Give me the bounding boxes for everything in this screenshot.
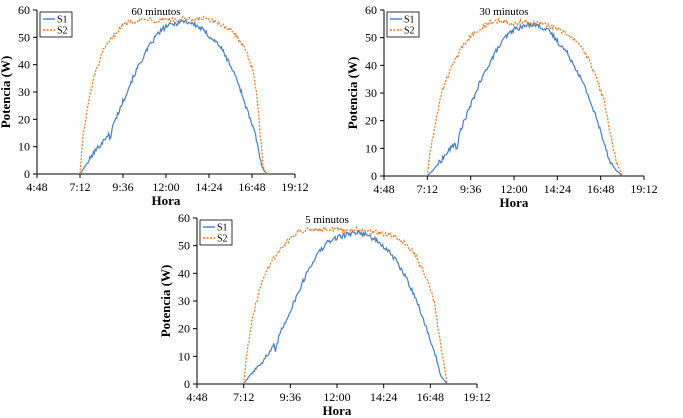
chart-panel-1: 0 10 20 30 40 50 60 4:48 7:12 9:36 12:00 14:24 16:48… <box>0 3 309 208</box>
y-tick-label: 50 <box>365 31 377 45</box>
x-tick-label: 16:48 <box>238 180 265 194</box>
x-tick-label: 16:48 <box>587 182 614 196</box>
y-axis-title: Potencia (W) <box>0 56 13 129</box>
y-tick-label: 10 <box>178 349 190 363</box>
y-axis-title: Potencia (W) <box>158 265 173 338</box>
x-tick-label: 7:12 <box>233 390 254 404</box>
legend-box <box>39 11 73 38</box>
y-tick-label: 30 <box>365 86 377 100</box>
x-tick-label: 9:36 <box>112 180 133 194</box>
y-tick-label: 0 <box>371 169 377 183</box>
x-tick-label: 19:12 <box>281 180 308 194</box>
x-tick-label: 19:12 <box>463 390 490 404</box>
legend-label-s2: S2 <box>217 234 228 245</box>
legend-box <box>386 11 420 38</box>
chart-panel-3: 0 10 20 30 40 50 60 4:48 7:12 9:36 12:00 14:24 16:48… <box>158 211 491 418</box>
x-tick-label: 16:48 <box>417 390 444 404</box>
y-tick-label: 0 <box>184 377 190 391</box>
y-tick-label: 0 <box>24 167 30 181</box>
y-tick-label: 10 <box>18 140 30 154</box>
chart-title: 30 minutos <box>479 6 528 18</box>
x-tick-label: 4:48 <box>26 180 47 194</box>
x-tick-label: 14:24 <box>195 180 222 194</box>
x-tick-label: 7:12 <box>69 180 90 194</box>
x-tick-label: 4:48 <box>186 390 207 404</box>
legend-label-s1: S1 <box>217 223 228 234</box>
series-line-s2 <box>426 17 623 177</box>
y-tick-label: 60 <box>18 3 30 17</box>
chart-title: 5 minutos <box>305 214 349 226</box>
x-tick-label: 4:48 <box>373 182 394 196</box>
legend-box <box>199 219 233 246</box>
series-line-s1 <box>79 19 268 175</box>
x-tick-label: 9:36 <box>280 390 301 404</box>
y-tick-label: 30 <box>18 85 30 99</box>
series-line-s1 <box>243 229 448 385</box>
series-line-s2 <box>243 225 448 385</box>
y-tick-label: 30 <box>178 294 190 308</box>
y-tick-label: 20 <box>18 112 30 126</box>
y-tick-label: 20 <box>178 322 190 336</box>
y-tick-label: 20 <box>365 114 377 128</box>
y-tick-label: 50 <box>178 239 190 253</box>
x-tick-label: 9:36 <box>460 182 481 196</box>
y-tick-label: 60 <box>178 211 190 225</box>
y-tick-label: 40 <box>178 266 190 280</box>
legend-label-s1: S1 <box>57 15 68 26</box>
legend-label-s2: S2 <box>57 26 68 37</box>
chart-title: 60 minutos <box>131 6 180 18</box>
x-axis-title: Hora <box>152 193 181 208</box>
x-axis-title: Hora <box>323 403 352 418</box>
x-tick-label: 12:00 <box>323 390 350 404</box>
y-tick-label: 40 <box>18 58 30 72</box>
series-line-s1 <box>426 20 623 177</box>
y-tick-label: 40 <box>365 58 377 72</box>
chart-panel-2: 0 10 20 30 40 50 60 4:48 7:12 9:36 12:00 14:24 16:48… <box>345 3 658 210</box>
x-tick-label: 14:24 <box>544 182 571 196</box>
x-tick-label: 12:00 <box>152 180 179 194</box>
y-tick-label: 60 <box>365 3 377 17</box>
series-line-s2 <box>79 15 267 175</box>
x-axis-title: Hora <box>500 195 529 210</box>
x-tick-label: 19:12 <box>630 182 657 196</box>
legend-label-s2: S2 <box>404 26 415 37</box>
y-tick-label: 50 <box>18 30 30 44</box>
legend-label-s1: S1 <box>404 15 415 26</box>
x-tick-label: 7:12 <box>417 182 438 196</box>
y-tick-label: 10 <box>365 141 377 155</box>
y-axis-title: Potencia (W) <box>345 57 360 130</box>
x-tick-label: 12:00 <box>500 182 527 196</box>
x-tick-label: 14:24 <box>370 390 397 404</box>
